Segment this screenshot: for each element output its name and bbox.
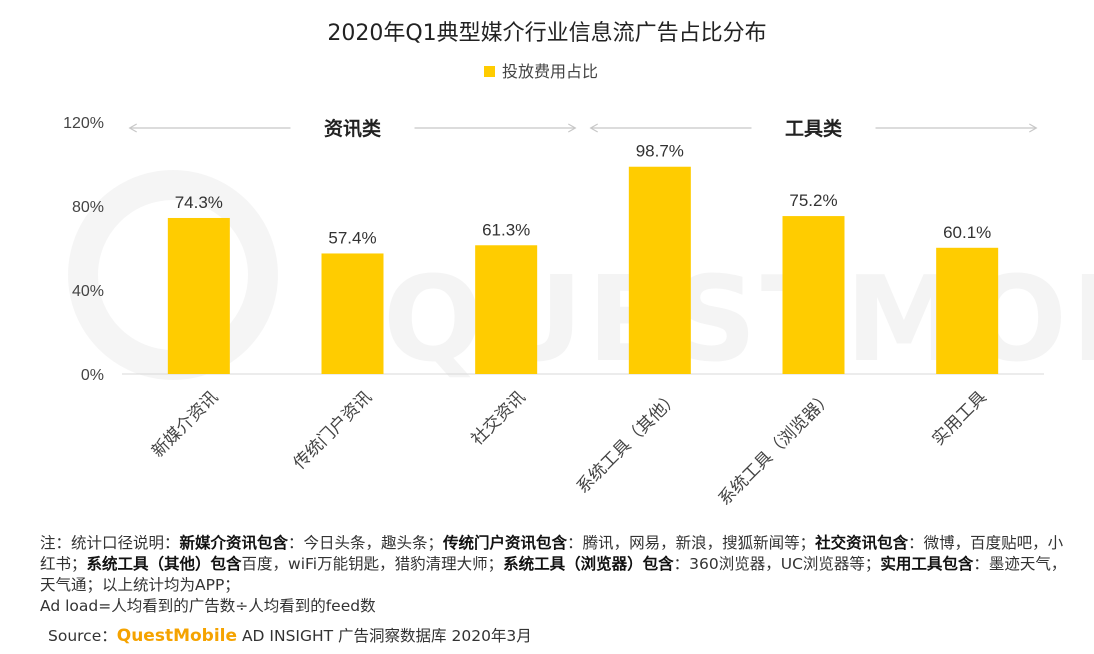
legend-label: 投放费用占比 — [502, 62, 598, 81]
data-label-2: 61.3% — [482, 220, 530, 239]
bar-3 — [628, 166, 691, 374]
group-label-1: 工具类 — [785, 117, 842, 140]
data-label-3: 98.7% — [636, 142, 684, 161]
group-layer: 资讯类 工具类 — [128, 117, 1038, 140]
note-b6: 实用工具包含 — [880, 555, 974, 573]
category-label-2: 社交资讯 — [467, 387, 529, 449]
data-label-1: 57.4% — [328, 228, 376, 247]
category-label-4: 系统工具（浏览器） — [715, 387, 837, 509]
y-tick-label-3: 120% — [63, 115, 104, 132]
category-label-3: 系统工具（其他） — [573, 387, 683, 497]
axis-layer: 0% 40% 80% 120% — [63, 115, 1044, 384]
data-label-5: 60.1% — [943, 223, 991, 242]
legend-swatch — [484, 66, 495, 77]
bar-1 — [321, 253, 384, 374]
note-b3: 社交资讯包含 — [815, 534, 909, 552]
note-b4: 系统工具（其他）包含 — [86, 555, 242, 573]
chart-title: 2020年Q1典型媒介行业信息流广告占比分布 — [327, 21, 766, 46]
source-text: AD INSIGHT 广告洞察数据库 2020年3月 — [237, 627, 532, 645]
data-label-0: 74.3% — [175, 193, 223, 212]
note-b5: 系统工具（浏览器）包含 — [503, 555, 674, 573]
note-adload: Ad load=人均看到的广告数÷人均看到的feed数 — [40, 597, 376, 615]
source-line: Source：QuestMobile AD INSIGHT 广告洞察数据库 20… — [48, 624, 532, 646]
bar-2 — [475, 245, 538, 374]
category-label-1: 传统门户资讯 — [290, 387, 376, 473]
y-tick-label-0: 0% — [81, 367, 104, 384]
note-prefix: 注：统计口径说明： — [40, 534, 180, 552]
y-tick-label-1: 40% — [72, 283, 104, 300]
group-arrowhead-right-1 — [1029, 123, 1038, 133]
note-t1: ：今日头条，趣头条； — [288, 534, 444, 552]
note-t3: ：微博，百度贴吧，小红书； — [40, 534, 1064, 573]
source-brand: QuestMobile — [116, 626, 238, 646]
note-t5: ：360浏览器，UC浏览器等； — [673, 555, 881, 573]
note-b2: 传统门户资讯包含 — [443, 534, 568, 552]
y-tick-label-2: 80% — [72, 199, 104, 216]
group-arrowhead-left-0 — [128, 123, 137, 133]
group-label-0: 资讯类 — [324, 117, 381, 140]
footnote: 注：统计口径说明：新媒介资讯包含：今日头条，趣头条；传统门户资讯包含：腾讯，网易… — [40, 533, 1070, 617]
category-label-5: 实用工具 — [928, 387, 990, 449]
bar-0 — [167, 217, 230, 374]
bar-5 — [936, 247, 999, 374]
category-label-0: 新媒介资讯 — [148, 387, 222, 461]
source-label: Source： — [48, 627, 117, 645]
data-label-4: 75.2% — [789, 191, 837, 210]
note-t2: ：腾讯，网易，新浪，搜狐新闻等； — [567, 534, 816, 552]
bar-layer — [167, 166, 999, 374]
note-b1: 新媒介资讯包含 — [179, 534, 289, 552]
group-arrowhead-left-1 — [589, 123, 598, 133]
category-layer: 新媒介资讯 传统门户资讯 社交资讯 系统工具（其他） 系统工具（浏览器） 实用工具 — [148, 387, 991, 509]
note-t6: ：墨迹天气，天气通；以上统计均为APP； — [40, 555, 1067, 594]
bar-4 — [782, 216, 845, 374]
label-layer: 74.3% 57.4% 61.3% 98.7% 75.2% 60.1% — [175, 142, 992, 248]
chart: 2020年Q1典型媒介行业信息流广告占比分布 投放费用占比 0% 40% 80% 12… — [63, 21, 1044, 510]
group-arrowhead-right-0 — [568, 123, 577, 133]
note-t4: 百度，wiFi万能钥匙，猎豹清理大师； — [241, 555, 504, 573]
